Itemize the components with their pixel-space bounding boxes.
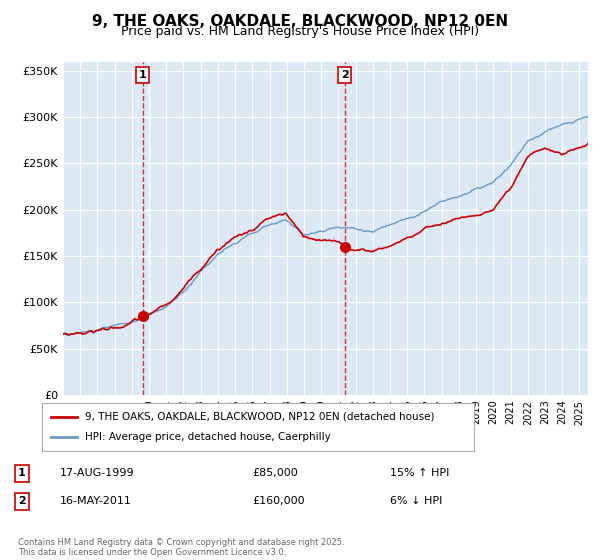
Text: 9, THE OAKS, OAKDALE, BLACKWOOD, NP12 0EN: 9, THE OAKS, OAKDALE, BLACKWOOD, NP12 0E… (92, 14, 508, 29)
Text: £160,000: £160,000 (252, 496, 305, 506)
Text: 2: 2 (341, 70, 349, 80)
Text: 2: 2 (18, 496, 26, 506)
Text: 17-AUG-1999: 17-AUG-1999 (60, 468, 134, 478)
Text: Price paid vs. HM Land Registry's House Price Index (HPI): Price paid vs. HM Land Registry's House … (121, 25, 479, 38)
Text: 9, THE OAKS, OAKDALE, BLACKWOOD, NP12 0EN (detached house): 9, THE OAKS, OAKDALE, BLACKWOOD, NP12 0E… (85, 412, 435, 422)
Text: £85,000: £85,000 (252, 468, 298, 478)
Text: 15% ↑ HPI: 15% ↑ HPI (390, 468, 449, 478)
Text: 1: 1 (139, 70, 146, 80)
Text: 6% ↓ HPI: 6% ↓ HPI (390, 496, 442, 506)
Text: HPI: Average price, detached house, Caerphilly: HPI: Average price, detached house, Caer… (85, 432, 331, 442)
Text: 1: 1 (18, 468, 26, 478)
Text: Contains HM Land Registry data © Crown copyright and database right 2025.
This d: Contains HM Land Registry data © Crown c… (18, 538, 344, 557)
Text: 16-MAY-2011: 16-MAY-2011 (60, 496, 132, 506)
